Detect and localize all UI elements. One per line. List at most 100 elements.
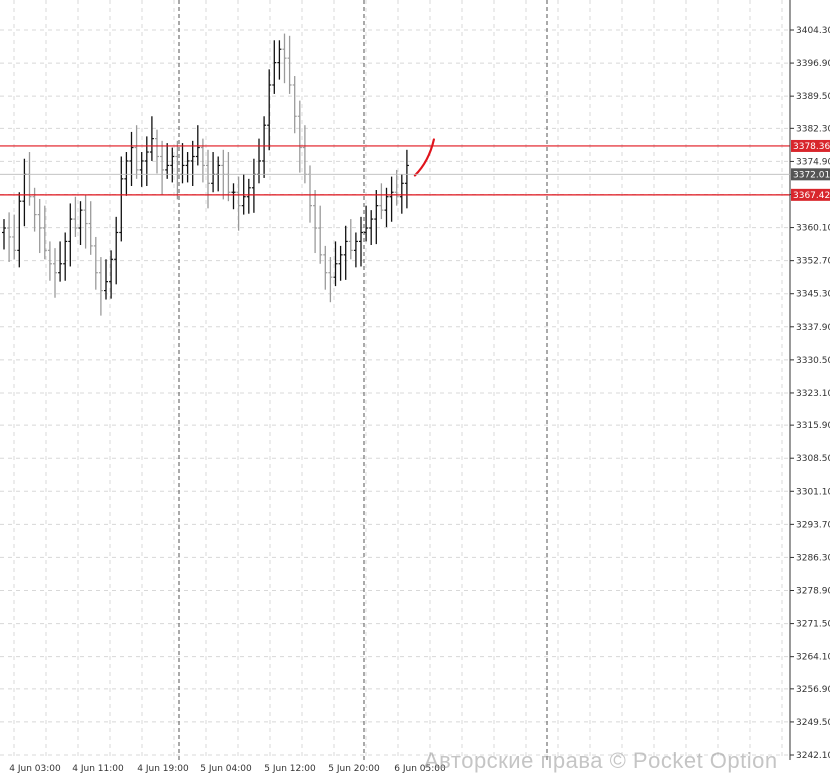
x-tick-label: 4 Jun 03:00 [9, 764, 61, 774]
ohlc-bar [104, 259, 108, 300]
ohlc-bar [129, 131, 134, 186]
ohlc-bar [58, 241, 63, 282]
y-tick-label: 3249.50 [796, 718, 830, 728]
y-tick-label: 3293.70 [796, 520, 830, 530]
current-price-tag [791, 168, 830, 181]
level-price-tag [791, 188, 830, 201]
ohlc-bar [195, 125, 200, 166]
ohlc-bar [379, 183, 384, 220]
y-tick-label: 3278.90 [796, 587, 830, 597]
y-tick-label: 3404.30 [796, 26, 830, 36]
x-tick-label: 4 Jun 11:00 [72, 764, 124, 774]
ohlc-bar [246, 178, 251, 214]
y-tick-label: 3389.50 [796, 92, 830, 102]
ohlc-bar [313, 190, 318, 254]
ohlc-bar [353, 232, 358, 268]
ohlc-bar [190, 140, 195, 186]
ohlc-bar [155, 129, 159, 174]
ohlc-bar [73, 196, 78, 237]
x-tick-label: 5 Jun 04:00 [200, 764, 252, 774]
ohlc-bar [200, 138, 205, 183]
y-tick-label: 3256.90 [796, 685, 830, 695]
ohlc-bar [267, 69, 272, 151]
ohlc-bar [262, 116, 267, 178]
ohlc-bar [211, 152, 216, 193]
ohlc-bar [333, 241, 338, 287]
y-tick-label: 3315.90 [796, 421, 830, 431]
ohlc-bar [170, 147, 175, 183]
ohlc-bar [63, 232, 68, 281]
ohlc-bar [2, 219, 6, 250]
ohlc-bar [83, 194, 88, 249]
ohlc-bar [37, 198, 42, 254]
ohlc-bar [7, 212, 12, 262]
ohlc-bar [287, 35, 292, 94]
ohlc-bar [68, 203, 73, 267]
x-tick-label: 6 Jun 05:00 [394, 764, 446, 774]
ohlc-bar [297, 100, 302, 173]
ohlc-bar [134, 125, 139, 179]
y-tick-label: 3301.10 [796, 487, 830, 497]
y-tick-label: 3382.30 [796, 124, 830, 134]
y-tick-label: 3271.50 [796, 620, 830, 630]
ohlc-bar [93, 236, 98, 290]
y-tick-label: 3330.50 [796, 356, 830, 366]
chart-grid [0, 0, 790, 760]
ohlc-bar [226, 152, 231, 202]
ohlc-bar [236, 176, 241, 231]
price-tags: 3378.36 3367.42 3372.01 [0, 139, 830, 201]
ohlc-bar [359, 216, 363, 267]
current-price-label: 3372.01 [793, 170, 830, 180]
ohlc-bar [338, 245, 343, 281]
y-tick-label: 3374.90 [796, 157, 830, 167]
time-axis: 4 Jun 03:00 4 Jun 11:00 4 Jun 19:00 5 Jun 0… [9, 764, 446, 774]
ohlc-bar [109, 250, 114, 299]
forecast-arrow-curve [413, 138, 435, 177]
y-tick-label: 3308.50 [796, 454, 830, 464]
ohlc-bar [282, 33, 287, 84]
ohlc-bar [272, 40, 277, 94]
copyright-watermark: Авторские права © Pocket Option [424, 748, 778, 773]
horizontal-levels[interactable] [0, 145, 790, 196]
ohlc-bar [318, 205, 323, 264]
x-tick-label: 5 Jun 12:00 [264, 764, 316, 774]
ohlc-bar [277, 40, 282, 80]
ohlc-bar [17, 192, 22, 268]
y-tick-label: 3352.70 [796, 257, 830, 267]
y-tick-label: 3345.30 [796, 290, 830, 300]
ohlc-bar [394, 169, 399, 206]
ohlc-bar [369, 210, 374, 245]
ohlc-bar [364, 205, 369, 242]
ohlc-bar [160, 140, 165, 195]
y-tick-label: 3264.10 [796, 653, 830, 663]
ohlc-bar [323, 245, 328, 290]
ohlc-bar [251, 158, 256, 213]
ohlc-bars [2, 33, 409, 316]
ohlc-bar [206, 149, 210, 209]
x-tick-label: 5 Jun 20:00 [328, 764, 380, 774]
ohlc-bar [292, 76, 297, 134]
session-dividers [178, 0, 548, 760]
y-tick-label: 3360.10 [796, 224, 830, 234]
ohlc-bar [165, 143, 170, 179]
ohlc-bar [114, 216, 119, 285]
ohlc-bar [22, 158, 27, 227]
ohlc-bar [78, 201, 83, 245]
level-price-label: 3367.42 [793, 191, 830, 201]
ohlc-bar [399, 174, 404, 214]
price-axis: 3404.30 3396.90 3389.50 3382.30 3374.90 3367.… [790, 26, 830, 761]
level-price-tag [791, 139, 830, 152]
y-tick-label: 3323.10 [796, 389, 830, 399]
ohlc-bar [328, 257, 333, 303]
y-tick-label: 3286.30 [796, 553, 830, 563]
ohlc-bar [42, 205, 47, 260]
ohlc-bar [27, 152, 32, 206]
ohlc-bar [185, 152, 190, 183]
ohlc-bar [12, 214, 17, 260]
ohlc-bar [98, 257, 103, 316]
y-tick-label: 3337.90 [796, 323, 830, 333]
y-tick-label: 3242.10 [796, 751, 830, 761]
ohlc-bar [124, 152, 129, 196]
level-price-label: 3378.36 [793, 142, 830, 152]
